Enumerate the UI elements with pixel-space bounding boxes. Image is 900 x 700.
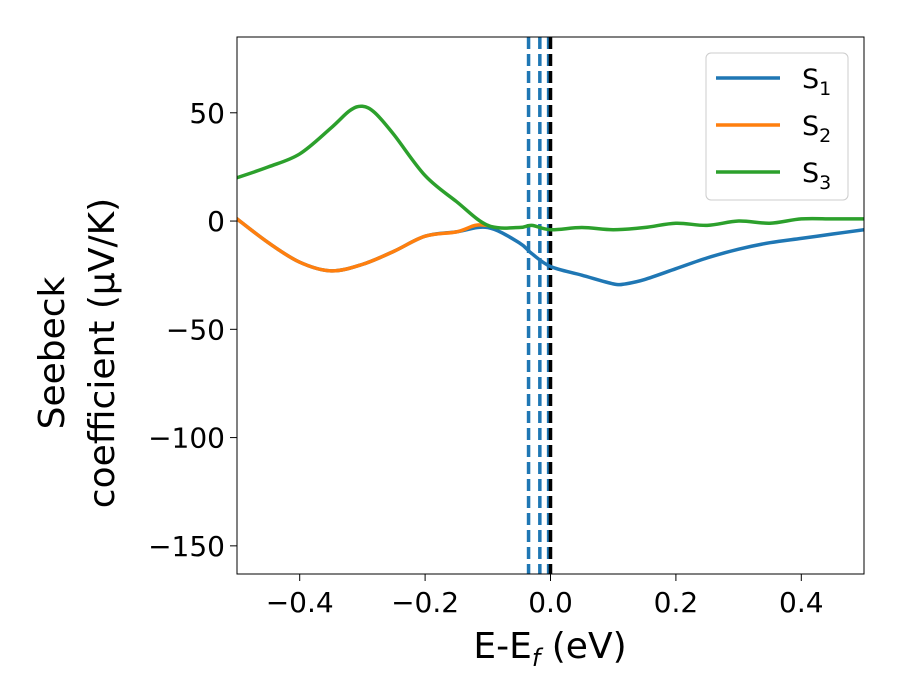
legend: S1 S2 S3: [705, 52, 849, 201]
series-line-s3: [237, 104, 864, 232]
legend-label-s3: S3: [802, 158, 831, 194]
y-tick-label: 0: [207, 205, 225, 238]
x-tick-label: 0.0: [528, 586, 573, 619]
vertical-lines-layer: [526, 37, 553, 574]
x-tick-label: 0.4: [779, 586, 824, 619]
y-tick-label: 50: [189, 97, 225, 130]
y-axis-ticks: 50 0 −50 −100 −150: [148, 97, 237, 563]
y-tick-label: −150: [148, 530, 225, 563]
x-axis-label: E-Ef (eV): [473, 626, 626, 672]
y-tick-label: −50: [166, 313, 225, 346]
y-axis-label: Seebeck coefficient (μV/K): [32, 198, 123, 508]
y-axis-label-line1: Seebeck: [32, 276, 73, 429]
legend-label-s2: S2: [802, 111, 831, 147]
x-tick-label: −0.2: [391, 586, 459, 619]
legend-label-s1: S1: [802, 64, 831, 100]
x-tick-label: 0.2: [654, 586, 699, 619]
series-line-s2: [237, 217, 490, 273]
y-tick-label: −100: [148, 422, 225, 455]
series-layer: [237, 104, 864, 287]
y-axis-label-line2: coefficient (μV/K): [82, 198, 123, 508]
x-axis-ticks: −0.4 −0.2 0.0 0.2 0.4: [266, 574, 824, 619]
x-tick-label: −0.4: [266, 586, 334, 619]
